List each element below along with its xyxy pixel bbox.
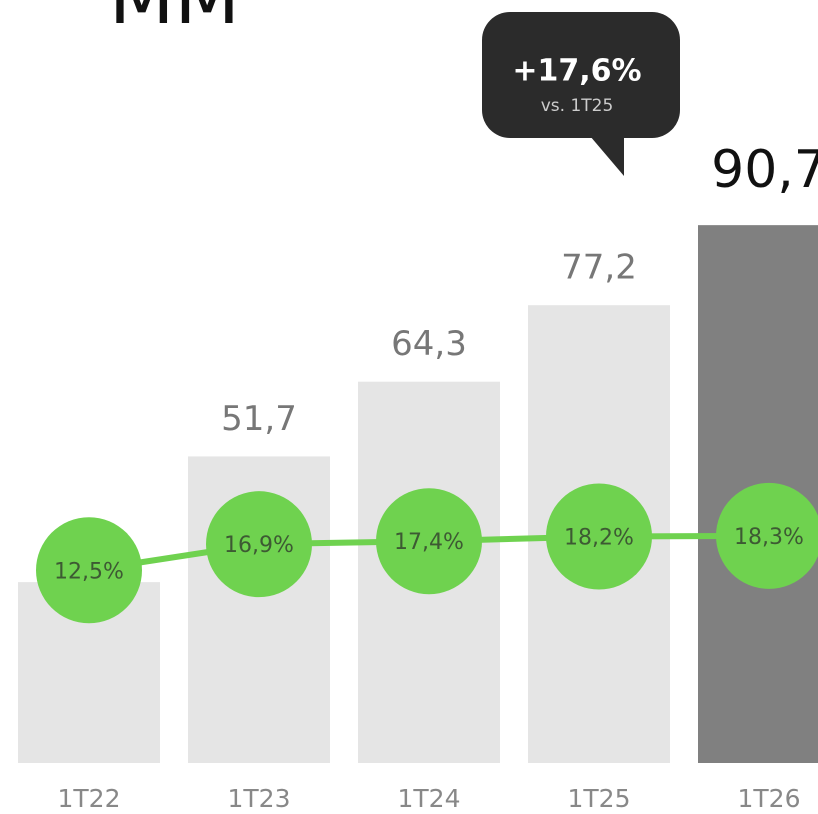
point [716, 482, 818, 589]
point-label: 12,5% [54, 559, 124, 584]
point [546, 483, 652, 590]
x-tick-label: 1T24 [398, 784, 461, 813]
callout-text: +17,6% [512, 54, 641, 89]
x-tick-label: 1T22 [58, 784, 121, 813]
chart-title: MM [109, 0, 240, 41]
point-label: 17,4% [394, 530, 464, 555]
value-label: 64,3 [391, 324, 467, 364]
value-label: 51,7 [221, 399, 297, 439]
value-label: 77,2 [561, 248, 637, 288]
point-label: 18,3% [734, 525, 804, 550]
callout-subtext: vs. 1T25 [541, 96, 614, 116]
point [36, 517, 142, 624]
callout: +17,6% vs. 1T25 [482, 12, 680, 176]
callout-tail [590, 136, 624, 176]
x-tick-label: 1T23 [228, 784, 291, 813]
value-label: 90,7 [711, 140, 818, 200]
callout-box [482, 12, 680, 138]
point-label: 18,2% [564, 525, 634, 550]
x-tick-label: 1T25 [568, 784, 631, 813]
point-label: 16,9% [224, 533, 294, 558]
point [206, 491, 312, 598]
x-tick-label: 1T26 [738, 784, 801, 813]
point [376, 488, 482, 595]
